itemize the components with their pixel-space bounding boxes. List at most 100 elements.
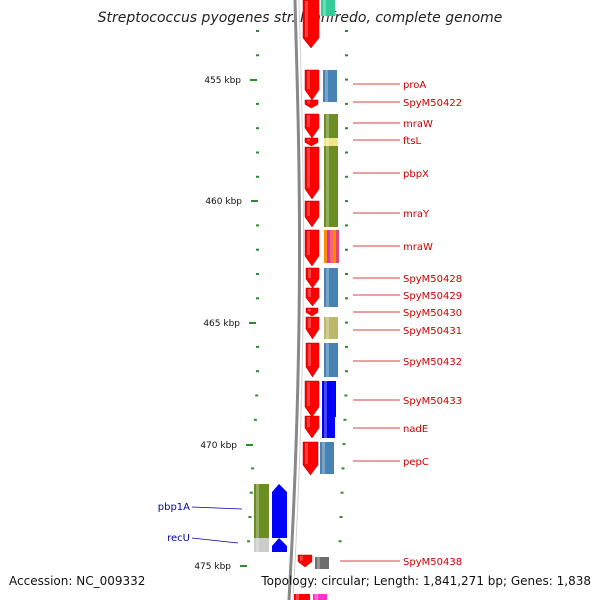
gene-label: SpyM50422 bbox=[403, 98, 462, 109]
gene-arrow-highlight bbox=[305, 1, 308, 37]
scale-tick-minor-right bbox=[345, 370, 348, 373]
scale-tick-minor-right bbox=[345, 224, 348, 227]
scale-tick-label: 455 kbp bbox=[204, 76, 241, 86]
gene-label: nadE bbox=[403, 424, 428, 435]
feature-box-highlight bbox=[324, 381, 327, 417]
feature-box bbox=[324, 200, 338, 227]
feature-box bbox=[321, 0, 335, 16]
accession-text: Accession: NC_009332 bbox=[9, 574, 146, 588]
gene-arrow-highlight bbox=[307, 417, 310, 428]
scale-tick-minor bbox=[251, 467, 255, 470]
feature-box-highlight bbox=[256, 484, 259, 538]
gene-arrow-highlight bbox=[307, 101, 310, 104]
gene-arrow-recU bbox=[272, 538, 287, 552]
map-title: Streptococcus pyogenes str. Manfredo, co… bbox=[97, 10, 503, 26]
gene-arrow bbox=[304, 146, 320, 200]
gene-arrow bbox=[305, 287, 320, 307]
scale-tick-minor-right bbox=[345, 151, 348, 154]
gene-arrow bbox=[304, 113, 320, 139]
feature-box bbox=[324, 114, 338, 138]
genome-backbone-group bbox=[287, 0, 305, 600]
gene-arrow-highlight bbox=[307, 202, 310, 216]
scale-tick-minor-right bbox=[345, 248, 348, 251]
scale-tick-minor bbox=[255, 394, 259, 397]
gene-arrow-highlight bbox=[307, 139, 310, 142]
scale-tick-minor-right bbox=[345, 30, 348, 32]
feature-box-highlight bbox=[296, 594, 299, 600]
genome-backbone bbox=[287, 0, 302, 600]
gene-arrow bbox=[304, 69, 320, 101]
gene-label: SpyM50430 bbox=[403, 308, 462, 319]
scale-tick-minor-right bbox=[345, 273, 348, 275]
feature-box-highlight bbox=[315, 594, 318, 600]
gene-arrow-highlight bbox=[300, 556, 303, 561]
scale-tick-minor bbox=[256, 30, 259, 32]
scale-tick-label: 460 kbp bbox=[205, 197, 242, 207]
gene-arrow bbox=[304, 415, 320, 439]
feature-box-highlight bbox=[322, 442, 325, 474]
feature-box bbox=[294, 594, 310, 600]
scale-tick-minor-right bbox=[345, 54, 348, 57]
scale-tick-minor-right bbox=[341, 467, 345, 470]
gene-label-leader-left bbox=[191, 537, 239, 544]
gene-arrow bbox=[304, 200, 320, 228]
gene-label: SpyM50438 bbox=[403, 557, 462, 568]
feature-box-stripe bbox=[330, 230, 333, 263]
scale-tick-minor bbox=[256, 370, 259, 373]
gene-label: mraW bbox=[403, 119, 433, 130]
scale-tick-minor-right bbox=[342, 443, 346, 446]
gene-label: SpyM50429 bbox=[403, 291, 462, 302]
feature-box bbox=[313, 594, 327, 600]
feature-box-stripe bbox=[324, 230, 327, 263]
gene-arrow bbox=[302, 0, 320, 49]
feature-box-highlight bbox=[323, 0, 326, 16]
feature-box bbox=[322, 417, 335, 438]
feature-box-stripe bbox=[336, 230, 339, 263]
scale-tick-minor-right bbox=[344, 394, 348, 397]
feature-box bbox=[324, 146, 338, 200]
gene-features-group bbox=[254, 0, 339, 600]
gene-label: ftsL bbox=[403, 136, 421, 147]
feature-box-highlight bbox=[324, 417, 327, 438]
scale-tick-minor bbox=[256, 224, 259, 227]
scale-tick-minor bbox=[256, 54, 259, 57]
feature-box-stripe bbox=[327, 230, 330, 263]
gene-arrow-highlight bbox=[308, 309, 311, 312]
gene-label-left: recU bbox=[167, 533, 190, 544]
scale-tick-minor bbox=[256, 297, 259, 300]
gene-arrow bbox=[305, 267, 320, 289]
gene-arrow bbox=[305, 316, 320, 340]
scale-tick-minor-right bbox=[345, 78, 348, 81]
feature-box-highlight bbox=[326, 200, 329, 227]
gene-arrow-highlight bbox=[307, 231, 310, 255]
feature-box-highlight bbox=[326, 317, 329, 339]
feature-box-highlight bbox=[326, 343, 329, 377]
gene-arrow bbox=[304, 99, 319, 109]
scale-tick-minor bbox=[253, 418, 257, 421]
scale-tick-minor bbox=[247, 540, 251, 543]
gene-arrow-pbp1A bbox=[272, 484, 287, 538]
gene-arrow bbox=[305, 342, 320, 378]
feature-box-recU bbox=[254, 538, 269, 552]
feature-box-highlight bbox=[326, 138, 329, 146]
scale-tick-minor bbox=[249, 491, 253, 494]
gene-arrow-highlight bbox=[305, 443, 308, 464]
gene-label: SpyM50431 bbox=[403, 326, 462, 337]
gene-label-leader-left bbox=[191, 506, 243, 510]
gene-arrow bbox=[302, 441, 319, 476]
feature-box bbox=[323, 70, 337, 102]
feature-box bbox=[324, 288, 338, 307]
scale-tick-minor-right bbox=[345, 175, 348, 178]
gene-label: SpyM50428 bbox=[403, 274, 462, 285]
scale-tick-minor bbox=[256, 102, 259, 105]
gene-labels-group: proA SpyM50422 mraW ftsL pbpX mraY mraW SpyM504… bbox=[158, 80, 462, 568]
feature-box bbox=[320, 442, 334, 474]
scale-tick-minor-right bbox=[338, 540, 342, 543]
feature-box-highlight bbox=[326, 146, 329, 200]
scale-tick-minor-right bbox=[345, 345, 348, 348]
gene-arrow-highlight bbox=[308, 318, 311, 329]
feature-box-highlight bbox=[325, 70, 328, 102]
gene-label-left: pbp1A bbox=[158, 502, 190, 513]
scale-tick-label: 475 kbp bbox=[194, 562, 231, 572]
